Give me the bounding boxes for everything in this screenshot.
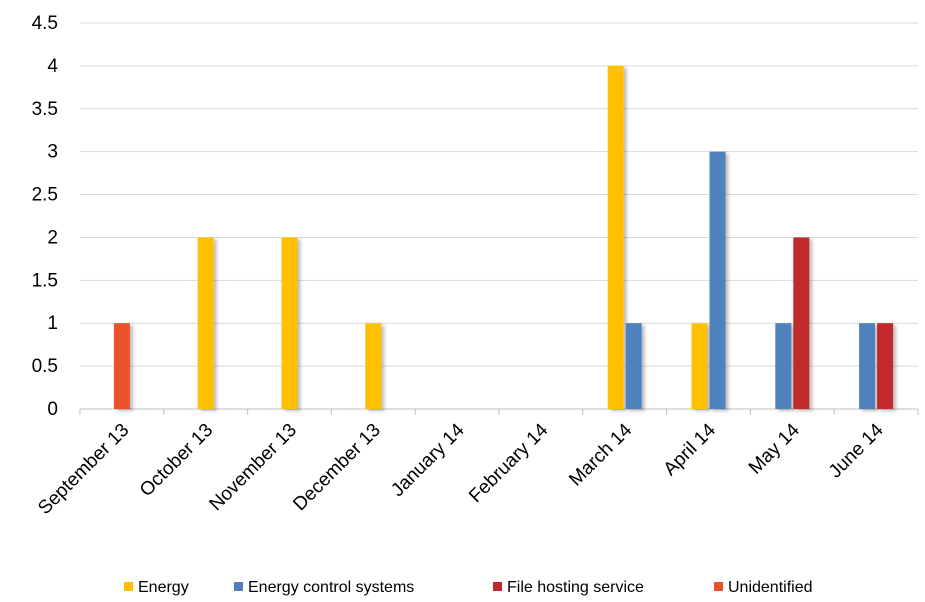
x-tick-label: September 13 — [34, 420, 133, 519]
bar-energy-control-systems-6 — [625, 323, 642, 409]
legend-label: Unidentified — [728, 579, 813, 596]
legend-item-unidentified: Unidentified — [714, 579, 813, 596]
bar-energy-7 — [691, 323, 708, 409]
bars — [113, 65, 894, 409]
y-tick-label: 3 — [47, 142, 58, 163]
x-tick-label: February 14 — [465, 419, 553, 507]
bar-unidentified-0 — [113, 323, 130, 409]
legend-swatch — [493, 582, 502, 591]
legend: Energy Energy control systems File hosting… — [124, 579, 813, 596]
y-tick-label: 1 — [47, 313, 58, 334]
y-tick-label: 2.5 — [32, 185, 58, 206]
x-tick-label: December 13 — [289, 420, 385, 516]
bar-energy-control-systems-7 — [709, 151, 726, 409]
y-axis-ticks: 0 0.5 1 1.5 2 2.5 3 3.5 4 4.5 — [32, 13, 59, 420]
bar-energy-control-systems-9 — [859, 323, 876, 409]
x-tick-label: May 14 — [745, 419, 804, 478]
legend-swatch — [234, 582, 243, 591]
bar-energy-6 — [607, 65, 624, 409]
x-tick-label: October 13 — [136, 420, 217, 501]
x-tick-label: June 14 — [825, 419, 888, 482]
grid — [79, 22, 919, 415]
legend-label: Energy control systems — [248, 579, 414, 596]
bar-energy-3 — [365, 323, 382, 409]
x-tick-label: January 14 — [387, 419, 469, 501]
bar-energy-control-systems-8 — [775, 323, 792, 409]
bar-energy-2 — [281, 237, 298, 409]
legend-label: File hosting service — [507, 579, 644, 596]
legend-item-energy-control-systems: Energy control systems — [234, 579, 414, 596]
y-tick-label: 2 — [47, 227, 58, 248]
y-tick-label: 0.5 — [32, 356, 58, 377]
bar-file-hosting-service-8 — [793, 237, 810, 409]
bar-file-hosting-service-9 — [877, 323, 894, 409]
legend-item-file-hosting-service: File hosting service — [493, 579, 644, 596]
y-tick-label: 1.5 — [32, 270, 58, 291]
legend-swatch — [124, 582, 133, 591]
legend-label: Energy — [138, 579, 189, 596]
y-tick-label: 4.5 — [32, 13, 58, 34]
x-tick-label: November 13 — [206, 420, 302, 516]
y-tick-label: 0 — [47, 399, 58, 420]
x-tick-label: March 14 — [565, 419, 636, 490]
legend-item-energy: Energy — [124, 579, 189, 596]
y-tick-label: 4 — [47, 56, 58, 77]
y-tick-label: 3.5 — [32, 99, 58, 120]
legend-swatch — [714, 582, 723, 591]
x-tick-label: April 14 — [660, 419, 721, 480]
bar-energy-1 — [197, 237, 214, 409]
